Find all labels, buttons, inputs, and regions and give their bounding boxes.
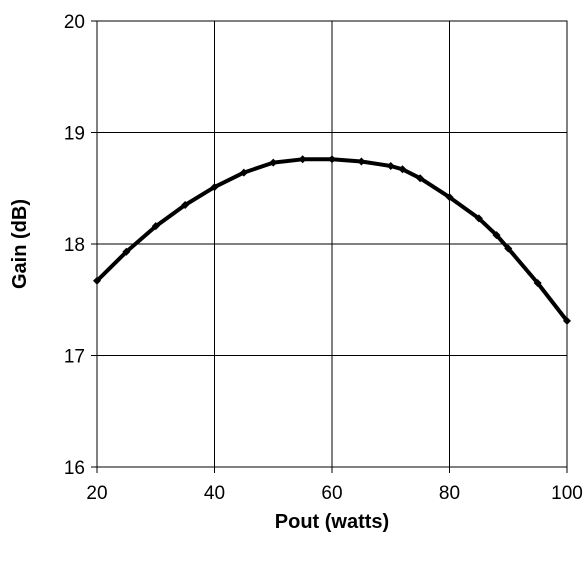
data-point <box>357 157 366 166</box>
data-point <box>269 158 278 167</box>
grid-lines <box>91 20 568 473</box>
x-tick-label: 100 <box>551 483 583 504</box>
data-point <box>122 247 131 256</box>
plot-area-frame <box>96 20 568 468</box>
data-point <box>416 174 425 183</box>
x-tick-label: 60 <box>321 483 342 504</box>
x-axis-title: Pout (watts) <box>275 511 389 533</box>
y-axis-title: Gain (dB) <box>9 199 31 289</box>
data-point <box>328 155 336 164</box>
data-point <box>533 279 542 288</box>
data-point <box>474 214 483 223</box>
data-point <box>398 165 407 174</box>
y-tick-label: 16 <box>64 458 85 479</box>
x-tick-labels: 20 40 60 80 100 <box>86 483 582 504</box>
data-point <box>93 276 101 285</box>
data-point <box>563 316 571 325</box>
data-point <box>151 222 160 231</box>
data-point <box>239 168 248 177</box>
x-tick-label: 80 <box>439 483 460 504</box>
data-point <box>386 161 395 170</box>
series-layer <box>93 155 571 325</box>
y-tick-label: 18 <box>64 235 85 256</box>
y-tick-labels: 16 17 18 19 20 <box>64 12 85 479</box>
data-point <box>210 183 219 192</box>
data-point <box>492 231 501 240</box>
data-point <box>504 244 513 253</box>
data-point <box>298 155 307 164</box>
data-point <box>181 200 190 209</box>
x-tick-label: 40 <box>204 483 225 504</box>
y-tick-label: 20 <box>64 12 85 33</box>
y-tick-label: 17 <box>64 347 85 368</box>
y-tick-label: 19 <box>64 124 85 145</box>
x-tick-label: 20 <box>86 483 107 504</box>
data-point <box>445 193 454 202</box>
